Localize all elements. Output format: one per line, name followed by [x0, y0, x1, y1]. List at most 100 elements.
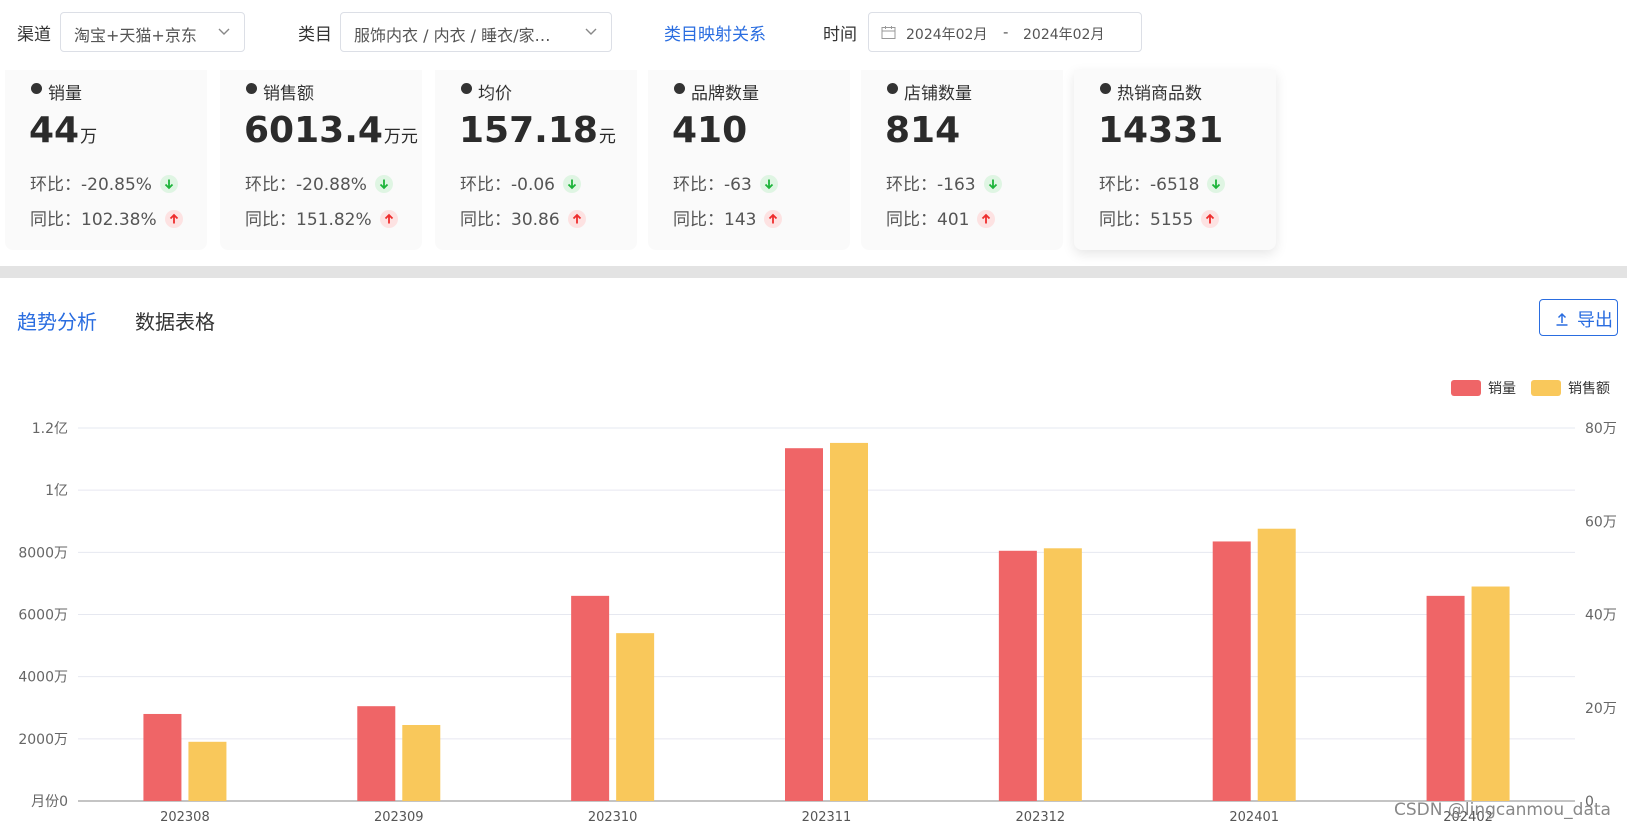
bullet-icon [31, 83, 42, 94]
arrow-up-icon [764, 210, 783, 228]
kpi-card-sales-volume[interactable]: 销量 44万 环比：-20.85% 同比：102.38% [5, 70, 207, 250]
y-right-tick-label: 40万 [1585, 608, 1617, 624]
kpi-title: 店铺数量 [904, 84, 972, 104]
bar-sales-amount [616, 633, 655, 801]
kpi-yoy: 同比：143 [673, 210, 757, 230]
category-select-value: 服饰内衣 / 内衣 / 睡衣/家… [354, 26, 551, 45]
y-left-tick-label: 月份0 [31, 794, 68, 810]
bar-sales-amount [402, 725, 441, 801]
y-right-tick-label: 0 [1585, 794, 1594, 810]
kpi-mom: 环比：-63 [673, 175, 752, 195]
y-left-tick-label: 8000万 [18, 545, 68, 561]
tab-trend-analysis[interactable]: 趋势分析 [17, 310, 97, 334]
y-left-tick-label: 6000万 [18, 608, 68, 624]
arrow-up-icon [1201, 210, 1220, 228]
y-left-tick-label: 1.2亿 [32, 421, 68, 437]
y-left-tick-label: 4000万 [18, 670, 68, 686]
bullet-icon [246, 83, 257, 94]
arrow-down-icon [563, 175, 581, 193]
bar-sales-volume [1212, 541, 1251, 801]
kpi-title: 销售额 [263, 84, 314, 104]
arrow-down-icon [759, 175, 778, 193]
kpi-card-brand-count[interactable]: 品牌数量 410 环比：-63 同比：143 [648, 70, 850, 250]
bar-sales-amount [830, 442, 868, 801]
kpi-unit: 元 [598, 127, 616, 147]
kpi-yoy: 同比：5155 [1099, 210, 1194, 230]
bar-sales-amount [1257, 528, 1296, 801]
x-tick-label: 202311 [802, 810, 852, 825]
export-label: 导出 [1577, 310, 1613, 330]
arrow-up-icon [164, 210, 183, 228]
channel-select[interactable]: 淘宝+天猫+京东 [60, 12, 245, 52]
kpi-title: 均价 [478, 84, 512, 104]
kpi-value: 157.18 [459, 110, 598, 151]
export-button[interactable]: 导出 [1539, 299, 1618, 336]
kpi-value: 44 [29, 110, 80, 151]
chevron-down-icon [218, 28, 230, 35]
bar-sales-volume [785, 448, 823, 801]
filter-bar: 渠道 淘宝+天猫+京东 类目 服饰内衣 / 内衣 / 睡衣/家… 类目映射关系 … [0, 0, 1627, 66]
arrow-up-icon [977, 210, 996, 228]
kpi-mom: 环比：-6518 [1099, 175, 1200, 195]
legend-swatch [1451, 380, 1481, 396]
date-start[interactable]: 2024年02月 [906, 27, 988, 43]
x-tick-label: 202309 [374, 810, 424, 825]
date-range-picker[interactable]: 2024年02月 - 2024年02月 [868, 12, 1142, 52]
bar-sales-volume [357, 706, 396, 801]
kpi-yoy: 同比：401 [886, 210, 970, 230]
section-divider [0, 266, 1627, 278]
bar-sales-amount [1043, 548, 1082, 801]
y-left-tick-label: 2000万 [18, 732, 68, 748]
kpi-value: 410 [672, 110, 748, 151]
category-mapping-link[interactable]: 类目映射关系 [664, 25, 766, 45]
x-tick-label: 202308 [160, 810, 210, 825]
upload-icon [1556, 312, 1568, 326]
category-select[interactable]: 服饰内衣 / 内衣 / 睡衣/家… [340, 12, 612, 52]
kpi-value: 814 [885, 110, 961, 151]
x-tick-label: 202310 [588, 810, 638, 825]
kpi-card-sales-amount[interactable]: 销售额 6013.4万元 环比：-20.88% 同比：151.82% [220, 70, 422, 250]
arrow-up-icon [567, 210, 586, 228]
y-left-tick-label: 1亿 [45, 483, 68, 499]
y-right-tick-label: 60万 [1585, 514, 1617, 530]
kpi-mom: 环比：-20.85% [30, 175, 152, 195]
kpi-title: 热销商品数 [1117, 84, 1202, 104]
legend-label: 销售额 [1568, 381, 1610, 397]
y-right-tick-label: 20万 [1585, 701, 1617, 717]
kpi-unit: 万元 [383, 127, 418, 147]
arrow-down-icon [983, 175, 1002, 193]
kpi-yoy: 同比：151.82% [245, 210, 372, 230]
channel-label: 渠道 [17, 25, 51, 45]
legend-label: 销量 [1488, 381, 1516, 397]
bullet-icon [674, 83, 685, 94]
bullet-icon [887, 83, 898, 94]
arrow-up-icon [379, 210, 398, 228]
bar-sales-volume [1426, 595, 1465, 801]
kpi-title: 品牌数量 [691, 84, 759, 104]
arrow-down-icon [159, 175, 178, 193]
kpi-card-store-count[interactable]: 店铺数量 814 环比：-163 同比：401 [861, 70, 1063, 250]
x-tick-label: 202402 [1443, 810, 1493, 825]
x-tick-label: 202312 [1016, 810, 1066, 825]
arrow-down-icon [374, 175, 393, 193]
bullet-icon [1100, 83, 1111, 94]
channel-select-value: 淘宝+天猫+京东 [74, 26, 197, 45]
time-label: 时间 [823, 25, 857, 45]
kpi-unit: 万 [80, 127, 98, 147]
category-label: 类目 [298, 25, 332, 45]
kpi-mom: 环比：-0.06 [460, 175, 555, 195]
kpi-card-hot-products[interactable]: 热销商品数 14331 环比：-6518 同比：5155 [1074, 70, 1276, 250]
bullet-icon [461, 83, 472, 94]
bar-sales-amount [188, 741, 227, 801]
y-right-tick-label: 80万 [1585, 421, 1617, 437]
kpi-card-average-price[interactable]: 均价 157.18元 环比：-0.06 同比：30.86 [435, 70, 637, 250]
tab-data-table[interactable]: 数据表格 [135, 310, 215, 334]
date-end[interactable]: 2024年02月 [1023, 27, 1105, 43]
date-separator: - [1003, 23, 1009, 41]
bar-sales-volume [998, 550, 1037, 801]
kpi-mom: 环比：-20.88% [245, 175, 367, 195]
calendar-icon [881, 26, 896, 39]
kpi-title: 销量 [48, 84, 82, 104]
watermark: CSDN @lingcanmou_data [1394, 800, 1611, 820]
kpi-value: 6013.4 [244, 110, 383, 151]
